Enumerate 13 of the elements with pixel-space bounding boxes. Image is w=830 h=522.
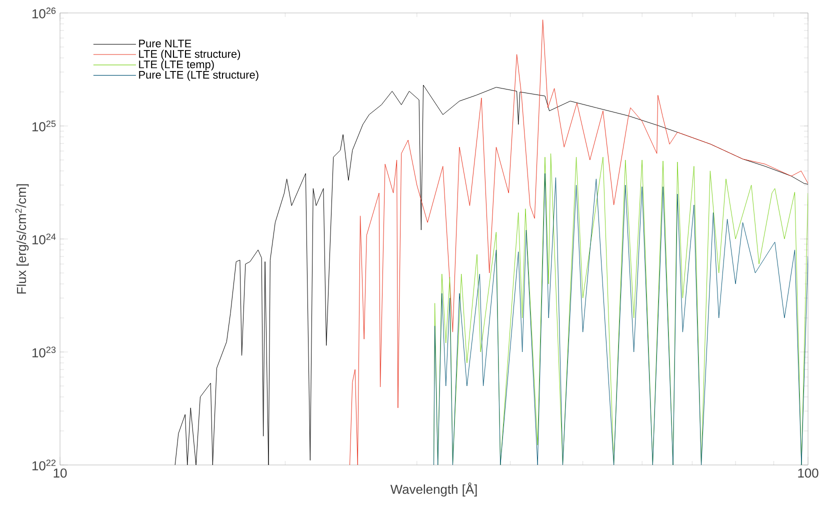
x-tick-label: 100 xyxy=(798,468,818,478)
y-tick-label: 10$^{26}$ xyxy=(32,8,56,18)
y-tick-label: 10$^{23}$ xyxy=(32,346,56,358)
legend-label: LTE (NLTE structure) xyxy=(139,50,240,60)
x-tick-label: 10 xyxy=(54,468,67,478)
legend-label: Pure NLTE xyxy=(139,40,192,48)
y-tick-label: 10$^{25}$ xyxy=(32,120,56,132)
y-axis-title: Flux [erg/s/cm$^{2}$/cm] xyxy=(15,184,29,294)
x-axis-title: Wavelength [Å] xyxy=(390,482,477,496)
legend-label: Pure LTE (LTE structure) xyxy=(139,70,258,81)
y-tick-label: 10$^{24}$ xyxy=(32,234,56,244)
legend-label: LTE (LTE temp) xyxy=(139,60,214,70)
y-tick-label: 10$^{22}$ xyxy=(32,460,56,470)
